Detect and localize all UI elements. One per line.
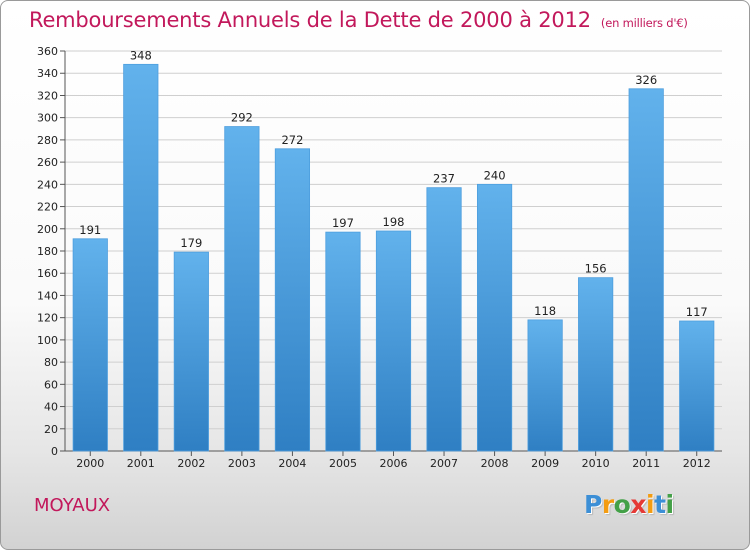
x-tick-label-2003: 2003	[228, 457, 256, 470]
y-tick-label: 20	[44, 423, 58, 436]
x-tick-label-2004: 2004	[278, 457, 306, 470]
y-tick-label: 160	[37, 267, 58, 280]
y-tick-label: 240	[37, 178, 58, 191]
data-labels: 191 348 179 292 272 197 198 237 240 118 156 326 117	[79, 48, 707, 319]
bar-2001	[123, 63, 159, 452]
logo-letter: x	[630, 490, 646, 519]
bars	[72, 63, 715, 452]
data-label-2003: 292	[231, 111, 253, 125]
x-tick-label-2007: 2007	[430, 457, 458, 470]
y-tick-label: 260	[37, 156, 58, 169]
y-tick-label: 100	[37, 334, 58, 347]
bar-2011	[628, 88, 664, 452]
chart-title-text: Remboursements Annuels de la Dette de 20…	[29, 8, 591, 32]
bar-2000	[72, 238, 108, 452]
y-tick-label: 80	[44, 356, 58, 369]
y-tick-label: 60	[44, 378, 58, 391]
bar-2004	[274, 148, 311, 452]
x-tick-label-2005: 2005	[329, 457, 357, 470]
data-label-2002: 179	[180, 236, 202, 250]
bar-2007	[426, 187, 462, 452]
y-tick-label: 0	[51, 445, 58, 458]
bar-2010	[578, 277, 614, 452]
logo-letter: i	[665, 490, 675, 519]
x-tick-label-2001: 2001	[127, 457, 155, 470]
x-tick-label-2012: 2012	[683, 457, 711, 470]
data-label-2000: 191	[79, 223, 101, 237]
data-label-2001: 348	[130, 48, 152, 62]
bar-2003	[224, 126, 260, 452]
commune-name: MOYAUX	[34, 495, 111, 516]
y-tick-label: 280	[37, 134, 58, 147]
bar-2008	[476, 183, 513, 452]
y-tick-label: 300	[37, 112, 58, 125]
y-tick-label: 120	[37, 312, 58, 325]
logo-letter: i	[646, 490, 655, 519]
y-tick-label: 40	[44, 401, 58, 414]
data-label-2011: 326	[635, 73, 657, 87]
data-label-2007: 237	[433, 172, 455, 186]
y-tick-label: 360	[37, 45, 58, 58]
x-tick-label-2006: 2006	[380, 457, 408, 470]
y-tick-label: 180	[37, 245, 58, 258]
x-tick-label-2009: 2009	[531, 457, 559, 470]
x-tick-label-2000: 2000	[76, 457, 104, 470]
data-label-2004: 272	[281, 133, 303, 147]
bar-2009	[527, 319, 563, 452]
data-label-2005: 197	[332, 216, 354, 230]
chart-title: Remboursements Annuels de la Dette de 20…	[29, 8, 688, 32]
data-label-2006: 198	[383, 215, 405, 229]
x-tick-label-2010: 2010	[582, 457, 610, 470]
data-label-2008: 240	[484, 168, 506, 182]
proxiti-logo: Proxiti	[584, 490, 674, 519]
bar-2006	[375, 230, 412, 452]
x-tick-label-2008: 2008	[481, 457, 509, 470]
chart-unit: (en milliers d'€)	[600, 16, 688, 30]
bar-2002	[173, 251, 209, 452]
logo-letter: o	[613, 490, 631, 519]
logo-letter: t	[654, 490, 666, 519]
x-tick-label-2011: 2011	[632, 457, 660, 470]
y-tick-label: 220	[37, 201, 58, 214]
bar-2005	[325, 231, 361, 452]
logo-letter: r	[601, 490, 614, 519]
y-tick-label: 140	[37, 289, 58, 302]
y-tick-label: 200	[37, 223, 58, 236]
y-tick-label: 340	[37, 67, 58, 80]
data-label-2009: 118	[534, 304, 556, 318]
bar-2012	[679, 320, 715, 452]
y-tick-label: 320	[37, 89, 58, 102]
data-label-2010: 156	[585, 262, 607, 276]
logo-letter: P	[584, 490, 602, 519]
x-tick-label-2002: 2002	[177, 457, 205, 470]
data-label-2012: 117	[686, 305, 708, 319]
